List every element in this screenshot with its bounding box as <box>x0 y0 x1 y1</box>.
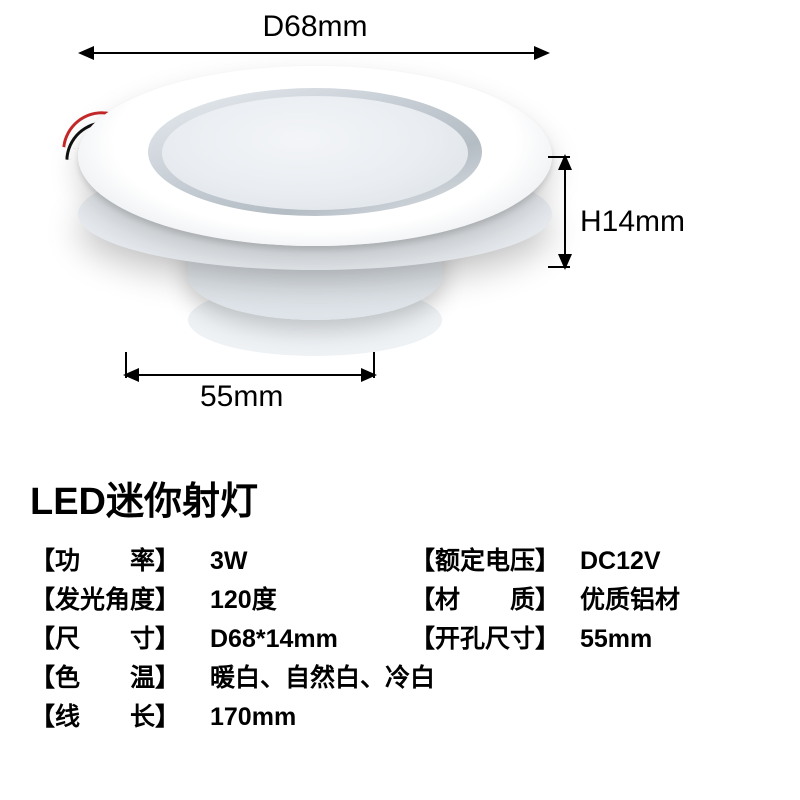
spec-value: 55mm <box>580 627 652 652</box>
spec-label: 【线 长】 <box>30 705 210 730</box>
spec-block: LED迷你射灯 【功 率】 3W 【额定电压】 DC12V 【发光角度】 120… <box>30 470 770 744</box>
cutout-arrow <box>125 374 375 376</box>
dimension-diagram: D68mm H14mm 55mm <box>0 0 800 465</box>
spec-row: 【功 率】 3W 【额定电压】 DC12V <box>30 549 770 574</box>
spec-row: 【尺 寸】 D68*14mm 【开孔尺寸】 55mm <box>30 627 770 652</box>
spec-label: 【发光角度】 <box>30 588 210 613</box>
spec-label: 【功 率】 <box>30 549 210 574</box>
spec-value: 120度 <box>210 588 410 613</box>
spec-label: 【尺 寸】 <box>30 627 210 652</box>
product-title: LED迷你射灯 <box>30 470 770 525</box>
outer-diameter-label: D68mm <box>90 10 540 44</box>
spec-row: 【线 长】 170mm <box>30 705 770 730</box>
spec-value: D68*14mm <box>210 627 410 652</box>
spec-row: 【色 温】 暖白、自然白、冷白 <box>30 666 770 691</box>
spec-label: 【开孔尺寸】 <box>410 627 580 652</box>
spec-value: 优质铝材 <box>580 588 680 613</box>
cutout-label: 55mm <box>200 380 283 414</box>
spec-value: 3W <box>210 549 410 574</box>
spec-label: 【色 温】 <box>30 666 210 691</box>
spec-row: 【发光角度】 120度 【材 质】 优质铝材 <box>30 588 770 613</box>
led-light-illustration <box>78 66 552 272</box>
height-arrow <box>564 156 566 268</box>
housing-bottom <box>188 284 442 356</box>
outer-diameter-arrow <box>80 52 548 54</box>
spec-label: 【材 质】 <box>410 588 580 613</box>
spec-label: 【额定电压】 <box>410 549 580 574</box>
spec-value: 暖白、自然白、冷白 <box>210 666 435 691</box>
spec-value: DC12V <box>580 549 661 574</box>
height-label: H14mm <box>580 205 685 239</box>
diffuser <box>162 96 468 210</box>
spec-value: 170mm <box>210 705 296 730</box>
